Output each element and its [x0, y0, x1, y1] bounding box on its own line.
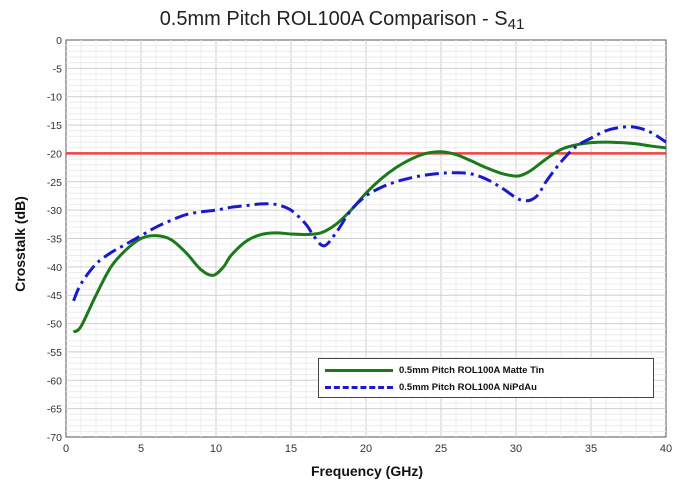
legend-label-matte-tin: 0.5mm Pitch ROL100A Matte Tin — [399, 364, 545, 376]
x-tick-label: 5 — [138, 443, 144, 455]
y-tick-label: -60 — [47, 375, 62, 387]
x-tick-label: 15 — [285, 443, 297, 455]
series-group — [72, 125, 667, 334]
x-tick-label: 25 — [435, 443, 447, 455]
axis-ticks: 0 5 10 15 20 25 30 35 40 0 -5 -10 -15 -20 -25 -30 -35 -40… — [47, 35, 672, 455]
legend: 0.5mm Pitch ROL100A Matte Tin 0.5mm Pitc… — [318, 358, 654, 398]
y-tick-label: 0 — [56, 35, 62, 47]
x-tick-label: 20 — [360, 443, 372, 455]
legend-entry-matte-tin: 0.5mm Pitch ROL100A Matte Tin — [325, 362, 544, 378]
y-tick-label: -70 — [47, 432, 62, 444]
y-tick-label: -20 — [47, 148, 62, 160]
grid-lines — [66, 40, 666, 437]
x-tick-label: 10 — [210, 443, 222, 455]
y-tick-label: -15 — [47, 120, 62, 132]
legend-entry-nipdau: 0.5mm Pitch ROL100A NiPdAu — [325, 379, 537, 395]
y-tick-label: -55 — [47, 347, 62, 359]
y-tick-label: -40 — [47, 262, 62, 274]
x-axis-label: Frequency (GHz) — [310, 463, 423, 479]
chart-title-subscript: 41 — [507, 16, 525, 33]
x-tick-label: 30 — [510, 443, 522, 455]
y-tick-label: -65 — [47, 404, 62, 416]
y-tick-label: -10 — [47, 92, 62, 104]
series-line-matte-tin — [72, 140, 667, 334]
x-tick-label: 35 — [585, 443, 597, 455]
y-tick-label: -35 — [47, 234, 62, 246]
legend-swatch-matte-tin — [325, 368, 393, 372]
chart-title: 0.5mm Pitch ROL100A Comparison - S41 — [159, 8, 525, 33]
y-tick-label: -5 — [53, 63, 62, 75]
y-tick-label: -50 — [47, 319, 62, 331]
y-tick-label: -45 — [47, 290, 62, 302]
legend-label-nipdau: 0.5mm Pitch ROL100A NiPdAu — [399, 381, 537, 393]
x-tick-label: 40 — [660, 443, 672, 455]
x-tick-label: 0 — [63, 443, 69, 455]
legend-swatch-nipdau — [325, 385, 393, 389]
y-axis-label: Crosstalk (dB) — [12, 196, 28, 292]
y-tick-label: -25 — [47, 177, 62, 189]
y-tick-label: -30 — [47, 205, 62, 217]
